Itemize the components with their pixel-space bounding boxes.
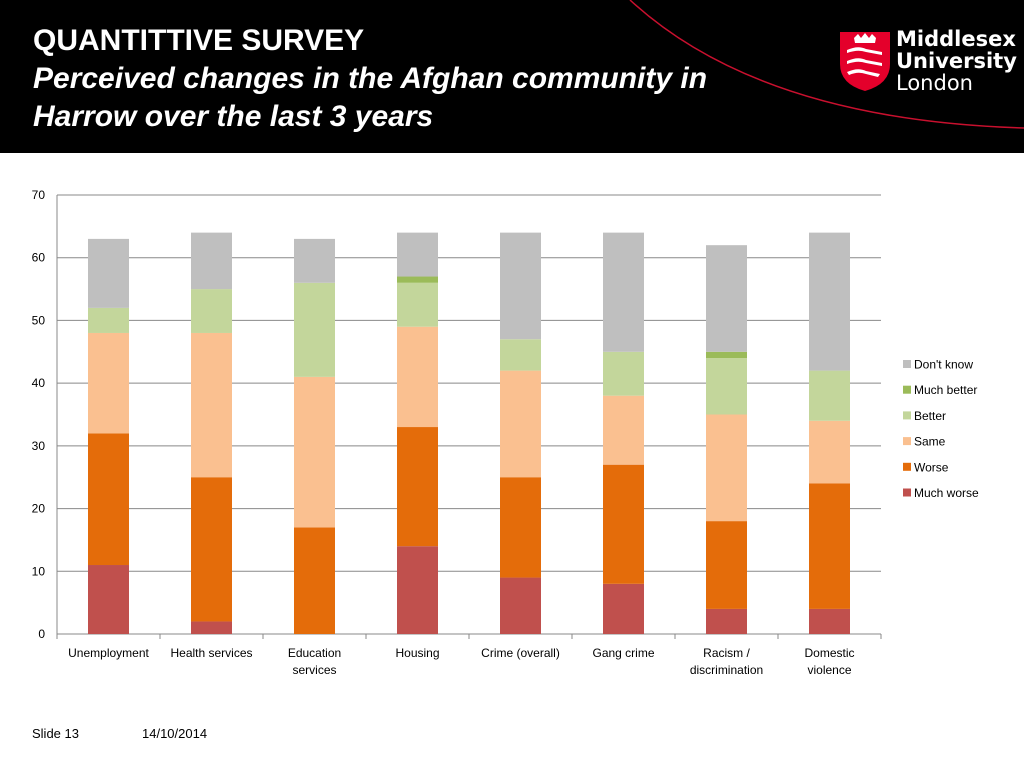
bar-segment [706,245,747,352]
bar-segment [294,527,335,634]
x-tick-label: Unemployment [68,646,149,660]
bar-segment [191,232,232,290]
bar-segment [88,307,129,333]
bar-segment [603,395,644,465]
legend-label: Much better [914,383,977,397]
bar-segment [706,358,747,415]
bar-segment [500,232,541,340]
x-tick-label: Racism / [703,646,750,660]
legend-swatch [903,411,911,420]
y-tick-label: 30 [32,439,46,453]
bar-segment [191,289,232,333]
x-tick-label: discrimination [690,663,763,677]
bar-segment [706,351,747,359]
bar-segment [397,276,438,283]
bar-segment [294,238,335,283]
logo-line-2: University [896,49,1017,73]
logo-wordmark: Middlesex University London [896,28,1017,94]
legend-label: Don't know [914,358,973,372]
legend-label: Same [914,435,946,449]
y-tick-label: 40 [32,376,46,390]
bar-segment [397,427,438,547]
slide-header: QUANTITTIVE SURVEY Perceived changes in … [0,0,1024,153]
x-tick-label: violence [807,663,851,677]
bar-segment [809,420,850,484]
bar-segment [397,546,438,634]
bar-segment [191,621,232,634]
logo-line-3: London [896,71,973,95]
stacked-bar-chart: 0 10 20 30 40 50 60 70 Unemployment Health servic… [32,188,979,677]
bar-segment [603,464,644,584]
bar-segment [706,521,747,609]
legend-swatch [903,462,911,471]
y-tick-label: 60 [32,251,46,265]
bar-segment [500,339,541,371]
slide-subtitle: Perceived changes in the Afghan communit… [33,62,708,133]
legend-swatch [903,488,911,497]
legend-swatch [903,360,911,368]
bar-segment [706,414,747,522]
bar-segment [706,608,747,634]
bar-segment [397,282,438,327]
slide-number: Slide 13 [32,726,79,741]
bar-segment [294,376,335,528]
slide-date: 14/10/2014 [142,726,208,741]
university-logo: Middlesex University London [838,28,1017,94]
x-tick-label: Gang crime [592,646,654,660]
x-tick-label: Crime (overall) [481,646,560,660]
shield-icon [840,32,890,91]
bar-segment [809,608,850,634]
legend-swatch [903,385,911,394]
bar-segment [500,577,541,634]
bar-segment [809,483,850,609]
bar-segment [809,232,850,371]
bar-segment [88,332,129,434]
bar-segment [397,326,438,428]
y-tick-label: 0 [38,627,45,641]
bar-segment [191,477,232,622]
y-tick-label: 70 [32,188,46,202]
y-tick-label: 20 [32,502,46,516]
x-tick-label: Housing [395,646,439,660]
bar-segment [88,565,129,634]
bar-segment [88,433,129,566]
slide-title: QUANTITTIVE SURVEY [33,24,365,57]
legend-swatch [903,437,911,446]
bar-segment [500,477,541,578]
title-block: QUANTITTIVE SURVEY Perceived changes in … [33,22,813,136]
x-tick-label: Domestic [804,646,854,660]
x-tick-label: Health services [170,646,252,660]
decorative-arc [629,0,1024,129]
x-tick-label: Education [288,646,341,660]
bar-segment [809,370,850,421]
logo-line-1: Middlesex [896,27,1016,51]
legend-label: Better [914,409,946,423]
bar-segment [603,583,644,634]
x-tick-label: services [292,663,336,677]
legend-label: Worse [914,460,949,474]
bar-segment [88,238,129,308]
bar-segment [603,232,644,352]
bar-segment [603,351,644,396]
bar-segment [191,332,232,478]
y-tick-label: 50 [32,313,46,327]
y-tick-label: 10 [32,564,46,578]
bar-segment [294,282,335,377]
legend-label: Much worse [914,486,979,500]
bar-segment [500,370,541,478]
bar-segment [397,232,438,277]
